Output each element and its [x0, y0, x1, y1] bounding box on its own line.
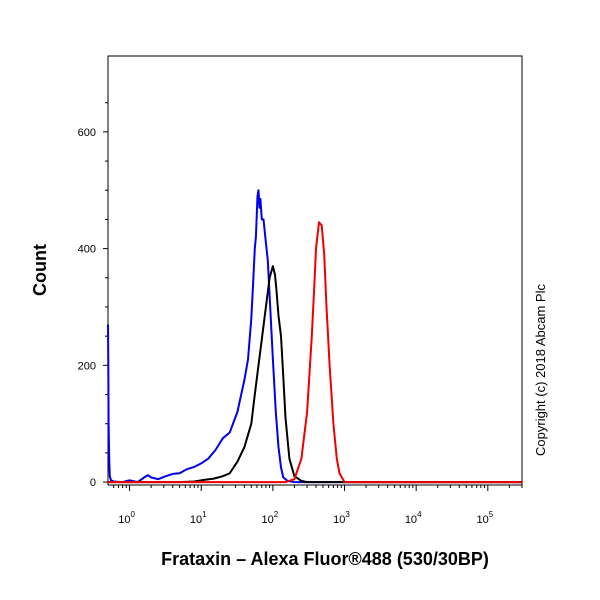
x-tick-label: 102: [262, 510, 279, 526]
x-tick-label: 104: [405, 510, 422, 526]
series-line-2: [108, 265, 522, 484]
series-line-1: [107, 189, 522, 484]
x-tick-label: 100: [118, 510, 135, 526]
series-layer: [107, 189, 522, 484]
y-tick-label: 600: [78, 127, 96, 139]
x-axis-label: Frataxin – Alexa Fluor®488 (530/30BP): [161, 549, 489, 569]
x-tick-label: 105: [476, 510, 493, 526]
x-tick-label: 101: [190, 510, 207, 526]
y-tick-label: 200: [78, 360, 96, 372]
y-axis-label: Count: [30, 244, 50, 296]
x-tick-label: 103: [333, 510, 350, 526]
series-line-3: [108, 221, 522, 484]
tick-layer: 0 200 400 600 100 101 102 103 104 105: [78, 102, 523, 526]
copyright-text: Copyright (c) 2018 Abcam Plc: [533, 284, 548, 456]
y-tick-label: 400: [78, 244, 96, 256]
y-tick-label: 0: [90, 477, 96, 489]
